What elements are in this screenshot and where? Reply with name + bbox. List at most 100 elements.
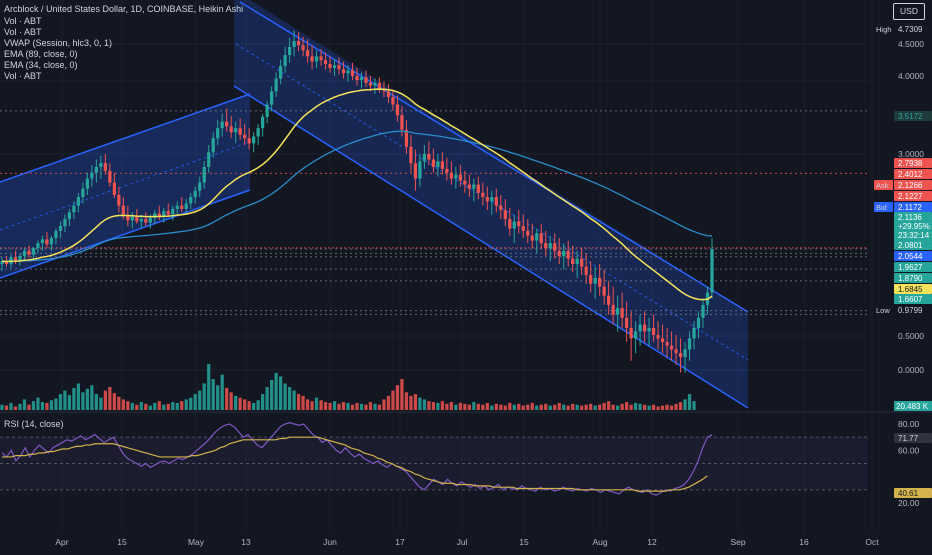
rsi-title[interactable]: RSI (14, close) [4,419,64,429]
candle-body [544,243,548,249]
candle-body [193,190,197,198]
candle-body [571,258,575,264]
volume-bar [121,399,125,410]
price-label-tag: Low [876,306,890,315]
candle-body [391,97,395,105]
volume-bar [535,405,539,410]
volume-bar [526,404,530,410]
volume-bar [656,406,660,410]
candle-body [404,129,409,147]
volume-bar [198,390,202,410]
price-label-tag-box [874,305,893,315]
candle-body [633,331,638,339]
candle-body [234,128,238,133]
volume-bar [377,404,382,410]
volume-bar [598,404,602,410]
candle-body [139,219,143,222]
candle-body [94,166,98,173]
candle-body [301,45,305,51]
price-label-box [894,294,932,304]
volume-bar [76,383,81,410]
volume-bar [0,404,4,410]
volume-bar [391,390,395,410]
volume-bar [562,404,566,410]
candle-body [440,161,444,169]
candle-body [557,250,561,256]
up-channel-mid [0,141,251,231]
price-label-box [894,240,932,250]
price-label-box [894,169,932,179]
volume-bar [274,372,278,410]
candle-body [463,180,467,185]
volume-bar [409,395,413,410]
candle-body [580,258,584,267]
candle-body [364,77,368,83]
candle-body [121,205,125,215]
candle-body [270,91,274,105]
indicator-line[interactable]: VWAP (Session, hlc3, 0, 1) [4,38,113,48]
indicator-line[interactable]: EMA (89, close, 0) [4,49,78,59]
candle-body [692,327,696,339]
candle-body [184,203,188,209]
volume-tick-label: 0.0000 [898,365,924,375]
candle-body [72,205,76,213]
candle-body [674,349,678,354]
volume-bar [135,404,139,410]
volume-bar [553,404,557,410]
candle-body [530,235,534,241]
candle-body [256,128,260,137]
volume-bar [40,402,45,410]
down-channel-upper [239,1,749,313]
volume-bar [669,405,674,410]
price-label-tag-box [874,180,893,190]
y-tick-label: 4.5000 [898,39,924,49]
currency-selector[interactable]: USD [893,3,925,20]
volume-bar [674,403,678,410]
candle-body [526,230,530,236]
volume-bar [117,396,121,410]
rsi-tick-label: 80.00 [898,419,920,429]
candle-body [135,216,139,222]
axes: 4.5000 4.0000 3.0000 0.5000 0.0000 80.00 60.00… [55,39,924,547]
candle-body [458,174,462,181]
volume-bar [148,405,152,410]
volume-bar [346,402,350,410]
volume-bar [36,397,40,410]
indicator-line[interactable]: Vol · ABT [4,71,42,81]
volume-bar [314,397,319,410]
candle-body [400,115,404,130]
indicator-line[interactable]: Vol · ABT [4,27,42,37]
candle-body [490,197,494,202]
rsi-current-label: 71.77 [898,434,919,443]
candle-body [607,295,611,305]
volume-bar [355,402,359,410]
indicator-line[interactable]: Vol · ABT [4,16,42,26]
candle-body [665,342,669,346]
volume-bar [472,402,476,410]
candle-body [656,334,660,339]
volume-bar [440,401,444,410]
volume-bar [296,394,301,410]
price-labels: 4.7309 High 3.5172 2.7938 2.4012 2.1266 Ask 2.1… [874,24,932,498]
volume-bar [557,402,561,410]
volume-bars [0,364,696,410]
volume-bar [683,399,687,410]
volume-bar [665,404,669,410]
volume-bar [31,401,36,410]
candle-body [467,184,471,189]
volume-bar [252,402,256,410]
indicator-line[interactable]: EMA (34, close, 0) [4,60,78,70]
candle-body [710,249,714,293]
rsi-current-box [894,433,932,443]
candle-body [687,338,692,350]
volume-bar [292,390,296,410]
volume-bar [607,401,611,410]
candle-body [341,69,346,74]
volume-bar [485,402,489,410]
x-tick-label: Jun [323,537,337,547]
candle-body [31,248,36,255]
volume-bar [287,387,292,410]
candle-body [368,82,373,86]
